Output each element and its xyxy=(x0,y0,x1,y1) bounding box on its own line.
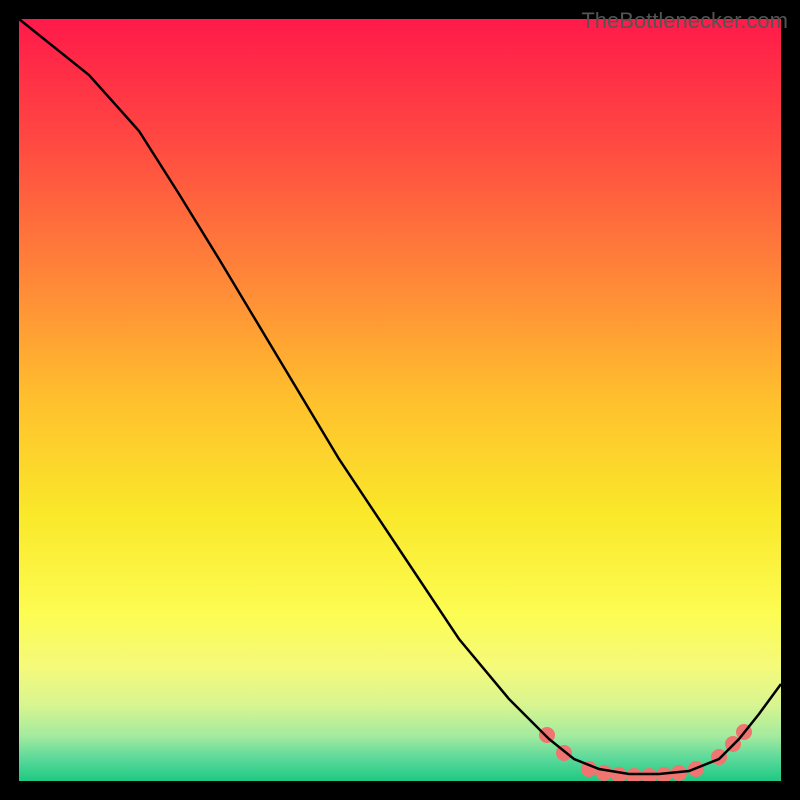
plot-area xyxy=(19,19,781,781)
marker-point xyxy=(711,749,727,765)
chart-container: TheBottlenecker.com xyxy=(0,0,800,800)
bottleneck-curve xyxy=(19,19,781,774)
watermark-text: TheBottlenecker.com xyxy=(581,8,788,34)
marker-point xyxy=(596,765,612,781)
curve-overlay xyxy=(19,19,781,781)
markers-group xyxy=(539,724,752,781)
